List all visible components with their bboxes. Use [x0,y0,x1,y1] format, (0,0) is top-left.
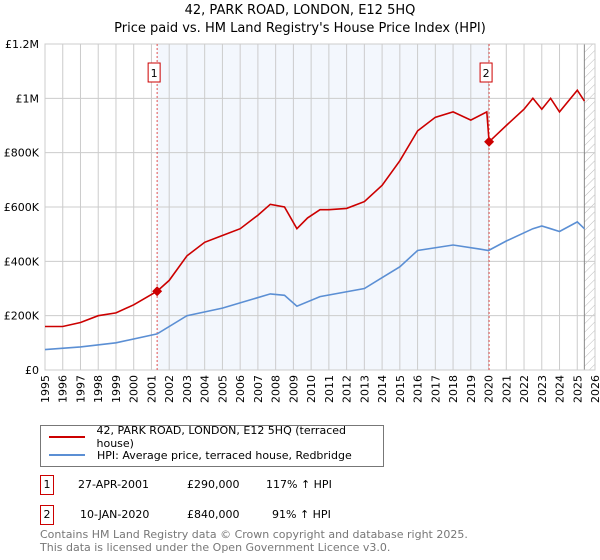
sale-price: £840,000 [187,508,240,521]
sale-point [484,136,495,147]
y-tick-label: £1M [16,92,40,105]
x-tick-label: 2018 [447,375,460,403]
sale-marker-label: 1 [151,67,158,80]
x-tick-label: 2022 [518,375,531,403]
x-tick-label: 2001 [145,375,158,403]
legend: 42, PARK ROAD, LONDON, E12 5HQ (terraced… [40,424,384,467]
sale-badge: 1 [40,475,54,495]
x-tick-label: 2003 [181,375,194,403]
y-tick-label: £1.2M [5,38,39,51]
x-tick-label: 1999 [110,375,123,403]
x-tick-label: 2008 [270,375,283,403]
legend-label: HPI: Average price, terraced house, Redb… [97,448,352,462]
sale-marker-label: 2 [483,67,490,80]
x-tick-label: 2009 [287,375,300,403]
x-tick-label: 2007 [252,375,265,403]
y-tick-label: £200K [4,310,40,323]
x-tick-label: 2011 [323,375,336,403]
x-tick-label: 2010 [305,375,318,403]
x-tick-label: 2000 [128,375,141,403]
legend-item-hpi: HPI: Average price, terraced house, Redb… [49,447,352,463]
sale-point [152,286,163,297]
x-tick-label: 1997 [74,375,87,403]
sale-price: £290,000 [187,478,240,491]
x-tick-label: 1998 [92,375,105,403]
x-tick-label: 2013 [358,375,371,403]
sale-date: 27-APR-2001 [78,478,150,491]
footer-line: This data is licensed under the Open Gov… [40,541,391,554]
legend-blue-line [49,454,85,456]
x-tick-label: 2015 [394,375,407,403]
sale-marker-badge [479,62,493,83]
y-tick-label: £400K [4,255,40,268]
y-tick-label: £800K [4,147,40,160]
sale-hpi: 117% ↑ HPI [266,478,332,491]
x-tick-label: 2016 [412,375,425,403]
x-tick-label: 2005 [216,375,229,403]
sale-marker-badge [147,62,161,83]
x-tick-label: 2020 [483,375,496,403]
x-tick-label: 2006 [234,375,247,403]
footer: Contains HM Land Registry data © Crown c… [40,528,468,554]
sale-date: 10-JAN-2020 [80,508,150,521]
chart-title: 42, PARK ROAD, LONDON, E12 5HQ [185,3,416,18]
x-tick-label: 2019 [465,375,478,403]
y-tick-label: £0 [25,364,39,377]
x-tick-label: 2026 [589,375,600,403]
x-tick-label: 2004 [199,375,212,403]
series-line [44,220,585,351]
x-tick-label: 2021 [500,375,513,403]
sale-hpi: 91% ↑ HPI [272,508,331,521]
x-tick-label: 2014 [376,375,389,403]
chart-subtitle: Price paid vs. HM Land Registry's House … [114,21,486,36]
x-tick-label: 2025 [571,375,584,403]
x-tick-label: 2023 [536,375,549,403]
chart-svg: 42, PARK ROAD, LONDON, E12 5HQ Price pai… [4,3,600,403]
footer-line: Contains HM Land Registry data © Crown c… [40,528,468,541]
x-tick-label: 1995 [39,375,52,403]
legend-red-line [49,436,85,438]
legend-item-property: 42, PARK ROAD, LONDON, E12 5HQ (terraced… [49,424,383,450]
x-tick-label: 1996 [57,375,70,403]
sale-badge: 2 [40,505,54,525]
x-tick-label: 2017 [429,375,442,403]
x-tick-label: 2002 [163,375,176,403]
plot-frame [44,43,596,371]
x-tick-label: 2024 [554,375,567,403]
y-tick-label: £600K [4,201,40,214]
legend-label: 42, PARK ROAD, LONDON, E12 5HQ (terraced… [96,424,347,450]
x-tick-label: 2012 [341,375,354,403]
